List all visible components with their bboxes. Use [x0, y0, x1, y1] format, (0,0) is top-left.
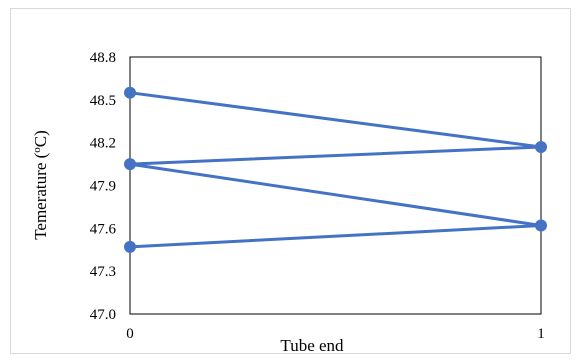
- y-axis-title-unit: C): [31, 130, 50, 147]
- y-tick-label: 47.9: [90, 179, 116, 195]
- y-tick-label: 48.8: [90, 50, 116, 66]
- plot-area: [129, 56, 542, 315]
- data-point: [535, 219, 547, 232]
- data-point: [124, 158, 136, 171]
- y-tick-label: 47.6: [90, 221, 117, 237]
- y-tick-labels: 47.0 47.3 47.6 47.9 48.2 48.5 48.8: [90, 50, 117, 323]
- x-tick-label: 1: [537, 326, 545, 342]
- y-tick-label: 48.2: [90, 136, 116, 152]
- y-axis-title-sup: o: [31, 147, 43, 153]
- y-axis-title-main: Temerature (: [31, 152, 50, 239]
- data-point: [124, 86, 136, 99]
- data-point: [124, 240, 136, 253]
- x-tick-label: 0: [126, 326, 134, 342]
- x-axis-title: Tube end: [280, 336, 344, 355]
- series-line: [128, 91, 543, 249]
- y-axis-title: Temerature (oC): [31, 130, 50, 240]
- chart-frame: [10, 8, 571, 354]
- series-layer: [124, 86, 547, 253]
- y-tick-label: 47.0: [90, 307, 116, 323]
- y-tick-label: 47.3: [90, 264, 116, 280]
- y-tick-label: 48.5: [90, 93, 116, 109]
- data-point: [535, 140, 547, 153]
